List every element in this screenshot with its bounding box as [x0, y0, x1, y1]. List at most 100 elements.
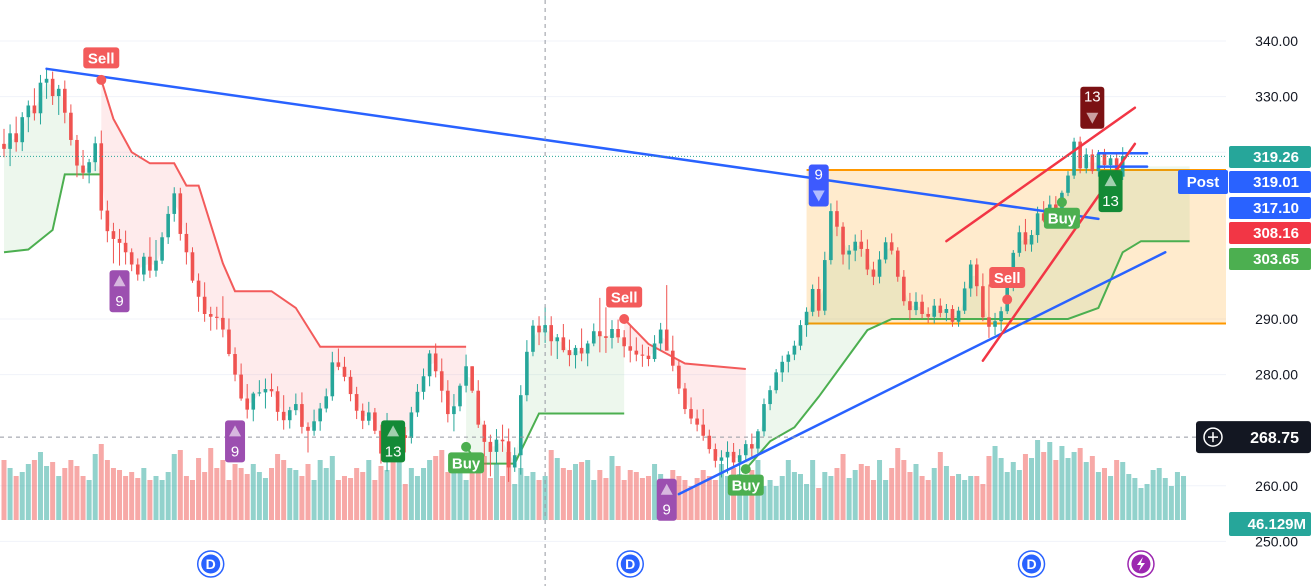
- candle-body: [1084, 154, 1089, 169]
- candle-body: [99, 143, 104, 211]
- trendline: [945, 106, 1137, 243]
- candle-body: [944, 308, 949, 313]
- volume-bar: [1101, 468, 1107, 520]
- candle: [99, 130, 104, 220]
- volume-bar: [165, 472, 171, 520]
- volume-bar: [998, 458, 1004, 520]
- sell-signal-label-bg: [606, 286, 643, 308]
- candle: [1023, 218, 1028, 252]
- volume-bar: [56, 476, 62, 520]
- candle: [281, 395, 286, 430]
- candle-body: [798, 325, 803, 346]
- price-axis-tick-label: 260.00: [1255, 478, 1298, 494]
- candlesticks: [2, 68, 1125, 482]
- volume-bar: [305, 464, 311, 520]
- td-count-bg: [1080, 86, 1105, 129]
- candle: [701, 409, 705, 441]
- candle: [26, 100, 31, 133]
- volume-bar: [135, 478, 141, 520]
- volume-bar: [931, 468, 937, 520]
- volume-bar: [86, 480, 92, 520]
- supertrend-line-up: [745, 240, 1190, 470]
- candle: [263, 378, 268, 409]
- triangle-down-icon: [812, 190, 825, 202]
- price-axis[interactable]: 340.00330.00320.00290.00280.00260.00250.…: [1178, 0, 1311, 586]
- volume-bar: [1156, 468, 1162, 520]
- candle-body: [713, 449, 718, 461]
- candle-body: [774, 372, 778, 391]
- supertrend-fill-down: [101, 79, 467, 448]
- candle-body: [598, 331, 602, 337]
- candle: [312, 409, 316, 436]
- candle-body: [154, 260, 158, 271]
- volume-bar: [652, 464, 658, 520]
- candle: [792, 340, 797, 361]
- volume-bar: [250, 464, 256, 520]
- candle: [1078, 136, 1082, 174]
- candle: [38, 74, 43, 125]
- volume-bar: [341, 476, 347, 520]
- candle: [816, 276, 821, 317]
- dividend-marker-text: D: [206, 556, 216, 572]
- candle-body: [20, 117, 25, 143]
- candle-body: [148, 256, 152, 271]
- candle-body: [1078, 141, 1082, 169]
- candle-body: [421, 376, 426, 392]
- triangle-up-icon: [113, 275, 126, 287]
- volume-bar: [864, 466, 870, 520]
- td-count-bg: [225, 420, 246, 463]
- candle-body: [318, 408, 322, 422]
- candle: [968, 260, 973, 297]
- volume-bar: [785, 460, 791, 520]
- trendline: [45, 67, 1100, 221]
- volume-bar: [141, 468, 147, 520]
- candle-body: [1066, 175, 1070, 193]
- candle-body: [938, 305, 943, 313]
- candle: [640, 344, 645, 367]
- volume-badge-bg: [1229, 512, 1311, 536]
- candle-body: [300, 404, 304, 427]
- candle: [111, 222, 116, 264]
- candle-body: [360, 410, 365, 421]
- td-count-bg: [109, 270, 130, 313]
- volume-bar: [1083, 462, 1089, 520]
- trendline-drawings[interactable]: [0, 0, 1226, 586]
- volume-bar: [62, 468, 68, 520]
- volume-bar: [791, 472, 797, 520]
- candle-body: [780, 361, 785, 373]
- volume-bar: [1041, 452, 1047, 520]
- volume-bar: [554, 458, 560, 520]
- candle-body: [415, 391, 420, 413]
- candle: [689, 397, 693, 425]
- dividend-marker-fill: [201, 554, 221, 574]
- volume-bar: [566, 470, 572, 520]
- candle: [591, 323, 596, 347]
- candle: [20, 112, 25, 152]
- volume-bar: [311, 480, 317, 520]
- candle: [239, 363, 243, 401]
- candle: [14, 116, 18, 152]
- volume-bar: [621, 480, 627, 520]
- candle: [178, 187, 183, 241]
- candle-body: [920, 301, 924, 314]
- candle-body: [117, 238, 122, 243]
- candle: [938, 298, 943, 318]
- volume-bar: [609, 456, 615, 520]
- candle-body: [841, 226, 845, 255]
- candle-body: [44, 78, 49, 83]
- candle-body: [494, 439, 499, 452]
- candle-body: [731, 451, 736, 463]
- volume-bar: [427, 460, 433, 520]
- volume-bar: [360, 472, 366, 520]
- candle-body: [677, 365, 681, 389]
- volume-bar: [633, 472, 639, 520]
- candle: [367, 401, 371, 426]
- post-market-tag: Post: [1178, 170, 1228, 194]
- candle-body: [829, 211, 833, 261]
- candle: [403, 426, 408, 453]
- candle-body: [1017, 232, 1022, 253]
- volume-bar: [25, 464, 31, 520]
- volume-bar: [335, 480, 341, 520]
- candle-body: [561, 337, 566, 351]
